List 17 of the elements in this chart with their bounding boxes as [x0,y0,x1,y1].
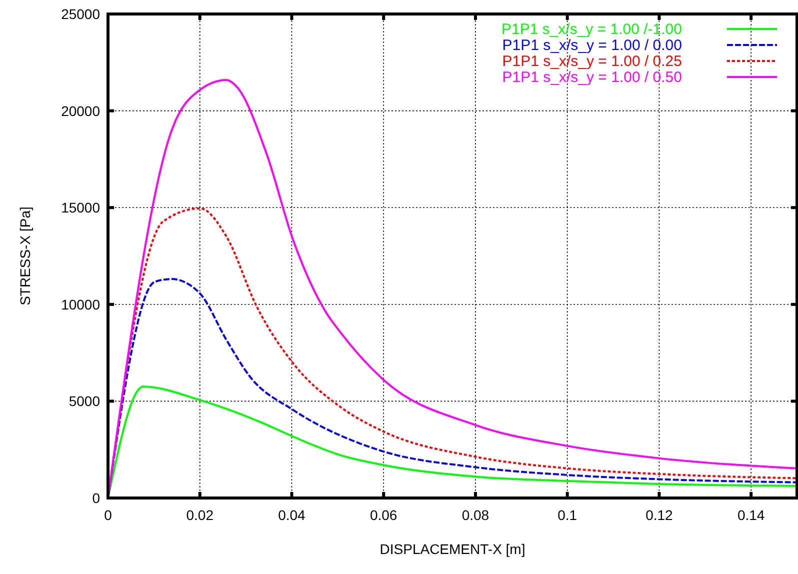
x-axis-title: DISPLACEMENT-X [m] [380,541,526,557]
x-tick-label: 0 [104,507,112,523]
y-tick-label: 0 [92,490,100,506]
y-tick-label: 20000 [61,102,100,119]
x-tick-label: 0.08 [462,507,490,523]
x-tick-label: 0.06 [370,507,398,523]
y-tick-label: 5000 [68,393,100,410]
x-tick-label: 0.02 [186,507,214,523]
x-tick-label: 0.04 [278,507,306,523]
x-tick-label: 0.12 [646,507,674,523]
y-tick-label: 15000 [61,200,100,216]
y-tick-label: 10000 [61,296,100,312]
x-tick-label: 0.1 [558,507,578,523]
y-axis-title: STRESS-X [Pa] [17,206,33,306]
legend: P1P1 s_x/s_y = 1.00 /-1.00 P1P1 s_x/s_y = 1.00 / 0.00 P1P1 s_x/s_y = 1.00 / 0.25 P1P1 s_x/s_y = 1.00 / 0.50 [501,21,777,86]
y-tick-label: 25000 [61,6,100,22]
x-tick-label: 0.14 [737,507,765,523]
